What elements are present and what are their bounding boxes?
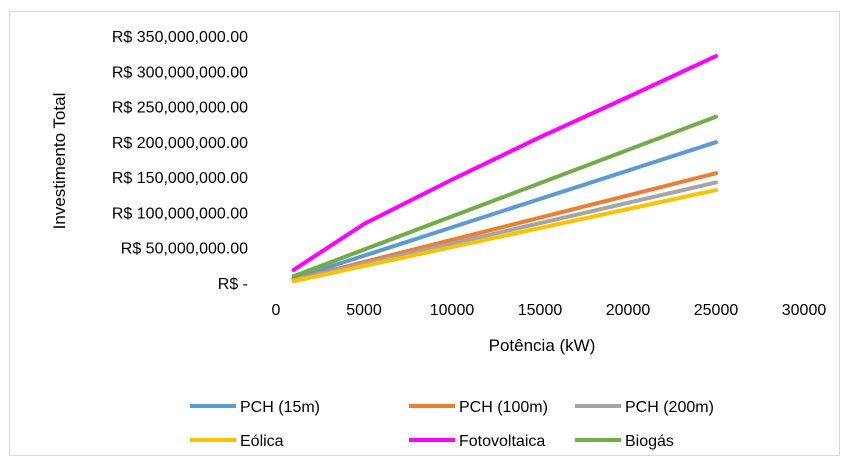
x-tick-label: 15000 [518,302,563,319]
x-tick-label: 30000 [782,302,827,319]
legend-label: Fotovoltaica [459,433,545,450]
y-axis-title: Investimento Total [50,93,69,230]
series-line-3 [291,188,718,284]
x-tick-label: 0 [272,302,281,319]
chart-frame [9,11,840,456]
legend-label: PCH (15m) [240,399,320,416]
y-tick-label: R$ 200,000,000.00 [112,135,248,152]
series-line-0 [291,140,718,281]
legend-label: Eólica [240,433,284,450]
x-tick-label: 20000 [606,302,651,319]
y-tick-label: R$ 100,000,000.00 [112,205,248,222]
series-line-5 [291,114,718,279]
y-tick-label: R$ 300,000,000.00 [112,64,248,81]
x-tick-label: 5000 [346,302,382,319]
y-tick-label: R$ - [218,276,248,293]
y-tick-label: R$ 350,000,000.00 [112,29,248,46]
x-tick-label: 10000 [430,302,475,319]
y-tick-label: R$ 50,000,000.00 [121,241,248,258]
y-tick-label: R$ 150,000,000.00 [112,170,248,187]
legend-label: PCH (100m) [459,399,548,416]
x-axis-title: Potência (kW) [489,336,596,355]
series-line-4 [291,54,718,272]
series-line-2 [291,180,718,283]
x-tick-label: 25000 [694,302,739,319]
legend-label: PCH (200m) [625,399,714,416]
legend-label: Biogás [625,433,674,450]
y-tick-label: R$ 250,000,000.00 [112,100,248,117]
